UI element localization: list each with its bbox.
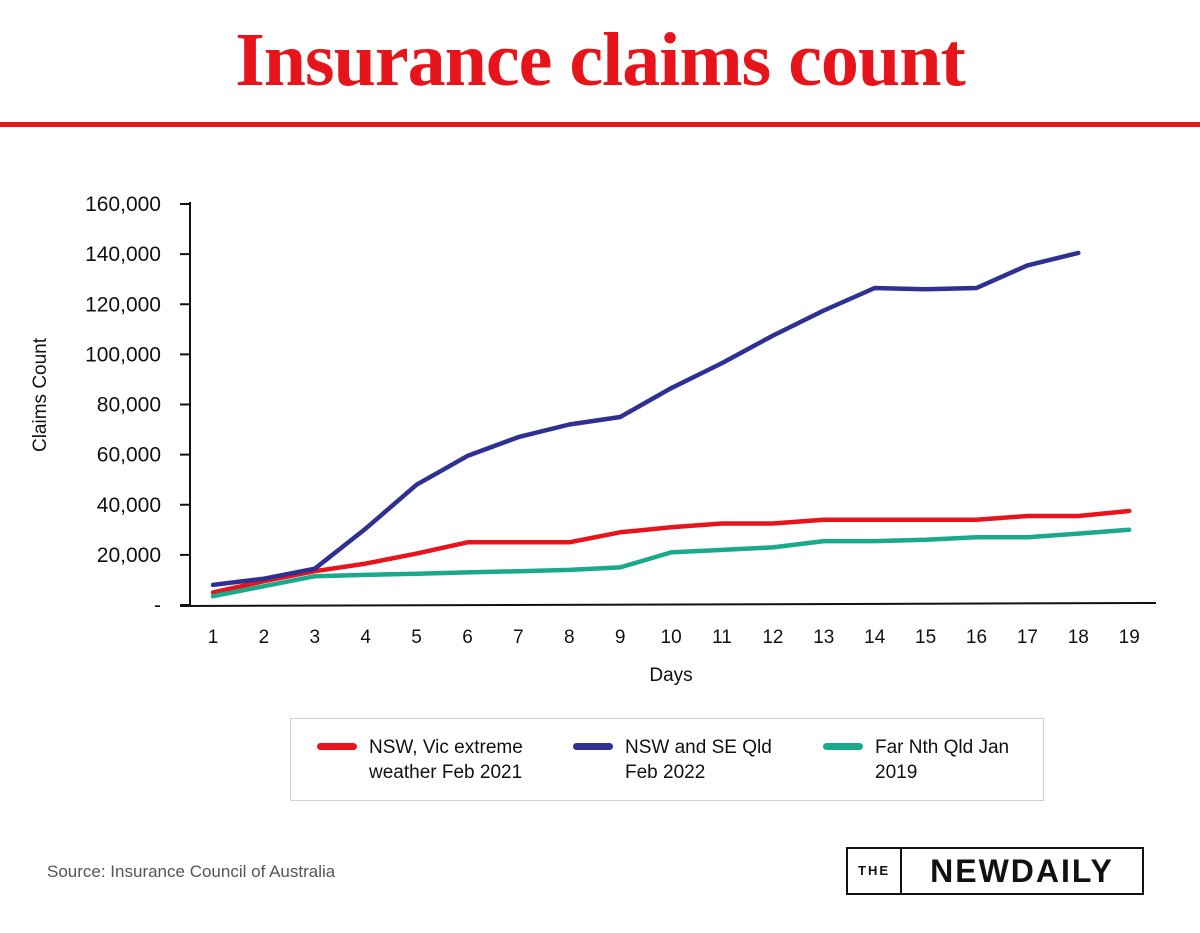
line-chart: - 20,000 40,000 60,000 80,000 100,000 120,000 1… bbox=[0, 150, 1200, 710]
newdaily-logo: THE NEWDAILY bbox=[846, 847, 1144, 895]
x-tick-label: 17 bbox=[1017, 627, 1038, 648]
x-tick-label: 19 bbox=[1119, 627, 1140, 648]
x-axis-line bbox=[180, 603, 1156, 606]
legend-swatch-far-nth-qld-2019 bbox=[823, 743, 863, 750]
legend-item: NSW and SE Qld Feb 2022 bbox=[573, 735, 815, 785]
y-tick-label: 100,000 bbox=[85, 343, 161, 366]
y-tick-label: 140,000 bbox=[85, 243, 161, 266]
legend-item: Far Nth Qld Jan 2019 bbox=[823, 735, 1065, 785]
series-line-1 bbox=[213, 253, 1078, 585]
x-tick-label: 4 bbox=[360, 627, 371, 648]
x-tick-label: 8 bbox=[564, 627, 575, 648]
chart-title: Insurance claims count bbox=[0, 18, 1200, 102]
x-axis-label: Days bbox=[649, 665, 692, 686]
legend-label-line: NSW and SE Qld bbox=[625, 735, 815, 760]
y-tick-label: 20,000 bbox=[97, 544, 161, 567]
legend-item: NSW, Vic extreme weather Feb 2021 bbox=[317, 735, 559, 785]
y-tick-label: 160,000 bbox=[85, 193, 161, 216]
legend-label: Far Nth Qld Jan 2019 bbox=[875, 735, 1065, 785]
x-tick-label: 12 bbox=[762, 627, 783, 648]
y-tick-label: 120,000 bbox=[85, 293, 161, 316]
legend-swatch-nsw-seqld-2022 bbox=[573, 743, 613, 750]
x-tick-label: 11 bbox=[712, 627, 732, 648]
legend-label: NSW and SE Qld Feb 2022 bbox=[625, 735, 815, 785]
legend-swatch-nsw-vic-2021 bbox=[317, 743, 357, 750]
x-tick-label: 7 bbox=[513, 627, 524, 648]
logo-the: THE bbox=[848, 849, 902, 893]
x-tick-label: 10 bbox=[661, 627, 682, 648]
y-tick-label: 80,000 bbox=[97, 394, 161, 417]
y-axis-label: Claims Count bbox=[30, 337, 51, 452]
x-tick-label: 18 bbox=[1068, 627, 1089, 648]
y-tick-label: 40,000 bbox=[97, 494, 161, 517]
x-tick-label: 15 bbox=[915, 627, 936, 648]
x-tick-label: 1 bbox=[208, 627, 219, 648]
x-tick-label: 16 bbox=[966, 627, 987, 648]
title-rule bbox=[0, 122, 1200, 127]
source-note: Source: Insurance Council of Australia bbox=[47, 862, 335, 882]
x-tick-label: 13 bbox=[813, 627, 834, 648]
legend-label-line: 2019 bbox=[875, 760, 1065, 785]
x-axis: 1 2 3 4 5 6 7 8 9 10 11 12 13 14 15 16 17 18 19 bbox=[180, 603, 1156, 648]
series-lines bbox=[213, 253, 1129, 596]
y-tick-label: - bbox=[154, 594, 161, 617]
legend-label-line: weather Feb 2021 bbox=[369, 760, 559, 785]
logo-wordmark: NEWDAILY bbox=[902, 853, 1142, 890]
y-axis: - 20,000 40,000 60,000 80,000 100,000 120,000 1… bbox=[85, 193, 190, 617]
y-tick-label: 60,000 bbox=[97, 444, 161, 467]
legend-label-line: Feb 2022 bbox=[625, 760, 815, 785]
x-tick-label: 2 bbox=[259, 627, 270, 648]
x-tick-label: 9 bbox=[615, 627, 626, 648]
legend-label-line: NSW, Vic extreme bbox=[369, 735, 559, 760]
x-tick-label: 3 bbox=[310, 627, 321, 648]
x-tick-label: 6 bbox=[462, 627, 473, 648]
chart-legend: NSW, Vic extreme weather Feb 2021 NSW an… bbox=[290, 718, 1044, 801]
x-tick-label: 14 bbox=[864, 627, 886, 648]
legend-label: NSW, Vic extreme weather Feb 2021 bbox=[369, 735, 559, 785]
x-tick-label: 5 bbox=[411, 627, 422, 648]
legend-label-line: Far Nth Qld Jan bbox=[875, 735, 1065, 760]
